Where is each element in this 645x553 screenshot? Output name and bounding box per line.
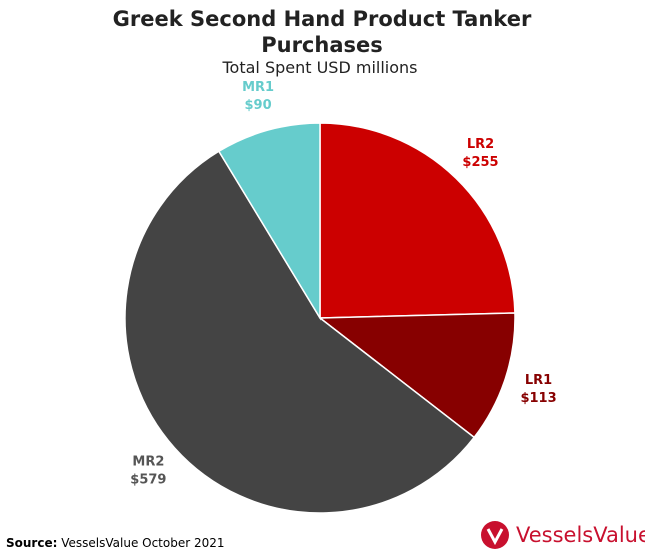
slice-label: MR1 bbox=[242, 80, 274, 95]
source-label: Source: bbox=[6, 536, 58, 550]
logo-icon bbox=[481, 521, 509, 549]
slice-label: LR2 bbox=[467, 137, 494, 152]
slice-label: MR2 bbox=[132, 455, 164, 470]
pie-slice bbox=[317, 312, 516, 439]
value-label: $90 bbox=[244, 98, 271, 113]
pie-slice bbox=[124, 150, 476, 514]
pie-slice bbox=[217, 122, 321, 321]
value-label: $255 bbox=[462, 155, 498, 170]
logo: VesselsValue bbox=[480, 520, 645, 550]
slice-label: LR1 bbox=[525, 373, 552, 388]
value-label: $113 bbox=[520, 391, 556, 406]
source: Source: VesselsValue October 2021 bbox=[6, 536, 225, 550]
chart-title: Greek Second Hand Product Tanker Purchas… bbox=[112, 7, 532, 57]
chart-subtitle: Total Spent USD millions bbox=[222, 58, 418, 77]
logo-text: VesselsValue bbox=[516, 523, 645, 547]
source-text: VesselsValue October 2021 bbox=[61, 536, 225, 550]
value-label: $579 bbox=[130, 473, 166, 488]
pie-slice bbox=[319, 122, 516, 319]
